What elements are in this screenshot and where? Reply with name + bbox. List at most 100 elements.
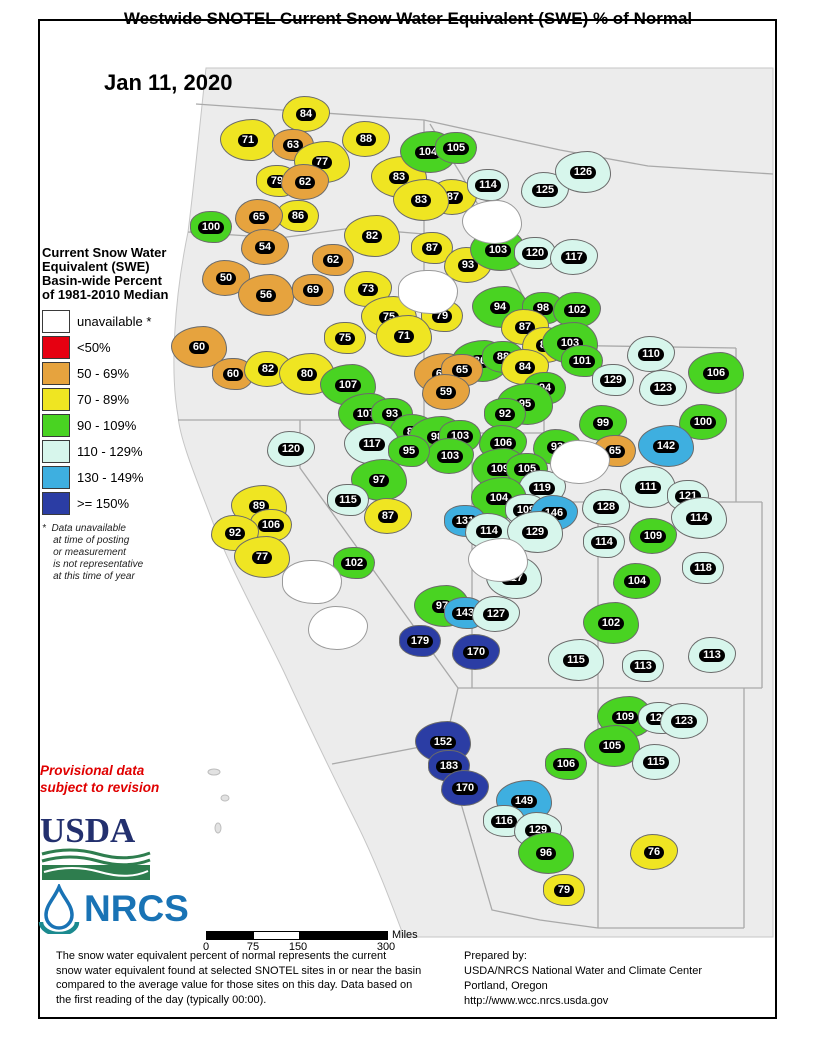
basin-blob: 115	[327, 484, 369, 516]
basin-blob: 116	[483, 805, 525, 837]
basin-label: 111	[635, 480, 661, 494]
basin-blob: 59	[422, 374, 470, 410]
basin-blob: 105	[435, 132, 477, 164]
basin-label: 65	[451, 363, 473, 377]
basin-blob: 110	[627, 336, 675, 372]
basin-label: 120	[521, 246, 549, 260]
basin-label: 114	[475, 178, 501, 192]
basin-label: 50	[215, 271, 237, 285]
legend-heading: Current Snow Water Equivalent (SWE) Basi…	[42, 245, 169, 302]
basin-blob: 114	[467, 169, 509, 201]
basin-blob: 129	[592, 364, 634, 396]
basin-blob: 106	[688, 352, 744, 394]
basin-label: 116	[491, 814, 517, 828]
basin-label: 95	[398, 444, 420, 458]
basin-blob: 87	[364, 498, 412, 534]
legend-items: unavailable * <50% 50 - 69% 70 - 89% 90 - 10…	[42, 308, 198, 516]
legend-swatch-icon	[42, 361, 70, 385]
basin-blob: 83	[393, 179, 449, 221]
basin-blob: 115	[548, 639, 604, 681]
basin-blob: 115	[632, 744, 680, 780]
basin-blob: 75	[324, 322, 366, 354]
basin-blob: 105	[584, 725, 640, 767]
basin-label: 87	[421, 241, 443, 255]
basin-blob: 123	[660, 703, 708, 739]
basin-label: 129	[599, 373, 627, 387]
scalebar-tick: 75	[246, 941, 260, 953]
basin-label: 113	[699, 648, 725, 662]
basin-label: 125	[531, 183, 559, 197]
basin-label: 84	[295, 107, 317, 121]
basin-label: 106	[489, 436, 517, 450]
basin-blob: 170	[441, 770, 489, 806]
legend-swatch-icon	[42, 309, 70, 333]
legend-label: 130 - 149%	[77, 469, 144, 485]
legend-label: unavailable *	[77, 313, 152, 329]
legend-label: 90 - 109%	[77, 417, 137, 433]
basin-blob: 71	[376, 315, 432, 357]
basin-label: 62	[294, 175, 316, 189]
basin-label: 80	[296, 367, 318, 381]
basin-label: 71	[237, 133, 259, 147]
basin-blob: 103	[426, 438, 474, 474]
basin-label: 99	[592, 416, 614, 430]
basin-label: 94	[489, 300, 511, 314]
basin-blob: 62	[281, 164, 329, 200]
basin-blob	[462, 200, 522, 244]
basin-label: 123	[670, 714, 698, 728]
basin-blob: 71	[220, 119, 276, 161]
basin-label: 75	[334, 331, 356, 345]
basin-label: 63	[282, 138, 304, 152]
usda-logo: USDA	[40, 813, 152, 887]
basin-label: 170	[462, 645, 490, 659]
basin-blob: 56	[238, 274, 294, 316]
basin-blob: 170	[452, 634, 500, 670]
basin-blob: 86	[277, 200, 319, 232]
basin-blob: 100	[190, 211, 232, 243]
basin-blob: 128	[582, 489, 630, 525]
legend-item: 70 - 89%	[42, 386, 198, 412]
basin-label: 106	[552, 757, 580, 771]
prepared-by-line: Portland, Oregon	[464, 980, 548, 992]
basin-label: 104	[414, 145, 442, 159]
basin-label: 103	[436, 449, 464, 463]
legend-item: >= 150%	[42, 490, 198, 516]
legend-footnote: * Data unavailable at time of posting or…	[42, 523, 144, 582]
legend-swatch-icon	[42, 413, 70, 437]
basin-label: 170	[451, 781, 479, 795]
map-date: Jan 11, 2020	[104, 70, 233, 95]
basin-label: 76	[643, 845, 665, 859]
basin-label: 117	[359, 437, 385, 451]
basin-label: 100	[197, 220, 225, 234]
provisional-note: Provisional data subject to revision	[40, 763, 160, 795]
basin-label: 83	[410, 193, 432, 207]
prepared-by-block: Prepared by: USDA/NRCS National Water and…	[464, 949, 702, 1009]
basin-label: 115	[335, 493, 361, 507]
basin-blob: 62	[312, 244, 354, 276]
basin-label: 101	[568, 354, 596, 368]
basin-label: 109	[639, 529, 667, 543]
basin-blob	[550, 440, 610, 484]
basin-label: 100	[689, 415, 717, 429]
basin-blob: 113	[688, 637, 736, 673]
basin-label: 120	[277, 442, 305, 456]
basin-blob: 88	[342, 121, 390, 157]
basin-label: 102	[563, 303, 591, 317]
scalebar-tick: 300	[376, 941, 396, 953]
basin-label: 152	[429, 735, 457, 749]
basin-label: 88	[355, 132, 377, 146]
basin-label: 179	[406, 634, 434, 648]
basin-label: 109	[611, 710, 639, 724]
prepared-by-line: USDA/NRCS National Water and Climate Cen…	[464, 965, 703, 977]
basin-blob: 82	[344, 215, 400, 257]
basin-blob: 106	[545, 748, 587, 780]
basin-label: 105	[442, 141, 470, 155]
legend-label: <50%	[77, 339, 111, 355]
basin-label: 142	[652, 439, 680, 453]
basin-blob: 79	[421, 300, 463, 332]
basin-label: 126	[569, 165, 597, 179]
basin-label: 60	[188, 340, 210, 354]
basin-label: 82	[257, 362, 279, 376]
basin-label: 93	[457, 258, 479, 272]
